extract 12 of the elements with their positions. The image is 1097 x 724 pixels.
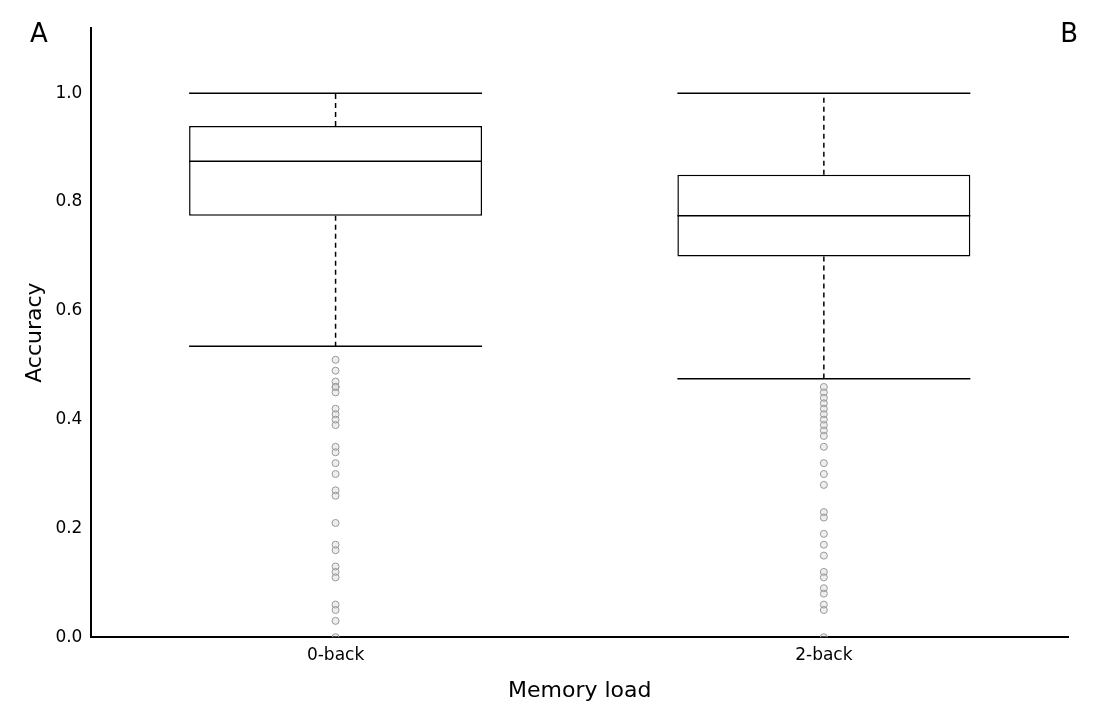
annotation: B [1060, 17, 1078, 48]
y-axis-title: Accuracy [20, 282, 46, 383]
y-tick-label: 0.6 [55, 299, 83, 320]
x-tick-label: 2-back [795, 643, 853, 664]
y-tick-label: 0.4 [55, 408, 83, 429]
x-tick-label: 0-back [306, 643, 365, 664]
y-tick-label: 0.0 [55, 625, 83, 646]
text: A [30, 17, 48, 48]
y-tick-label: 0.8 [55, 190, 83, 211]
x-axis-title: Memory load [507, 676, 652, 702]
y-tick-label: 1.0 [55, 81, 83, 102]
y-tick-label: 0.2 [55, 516, 83, 537]
